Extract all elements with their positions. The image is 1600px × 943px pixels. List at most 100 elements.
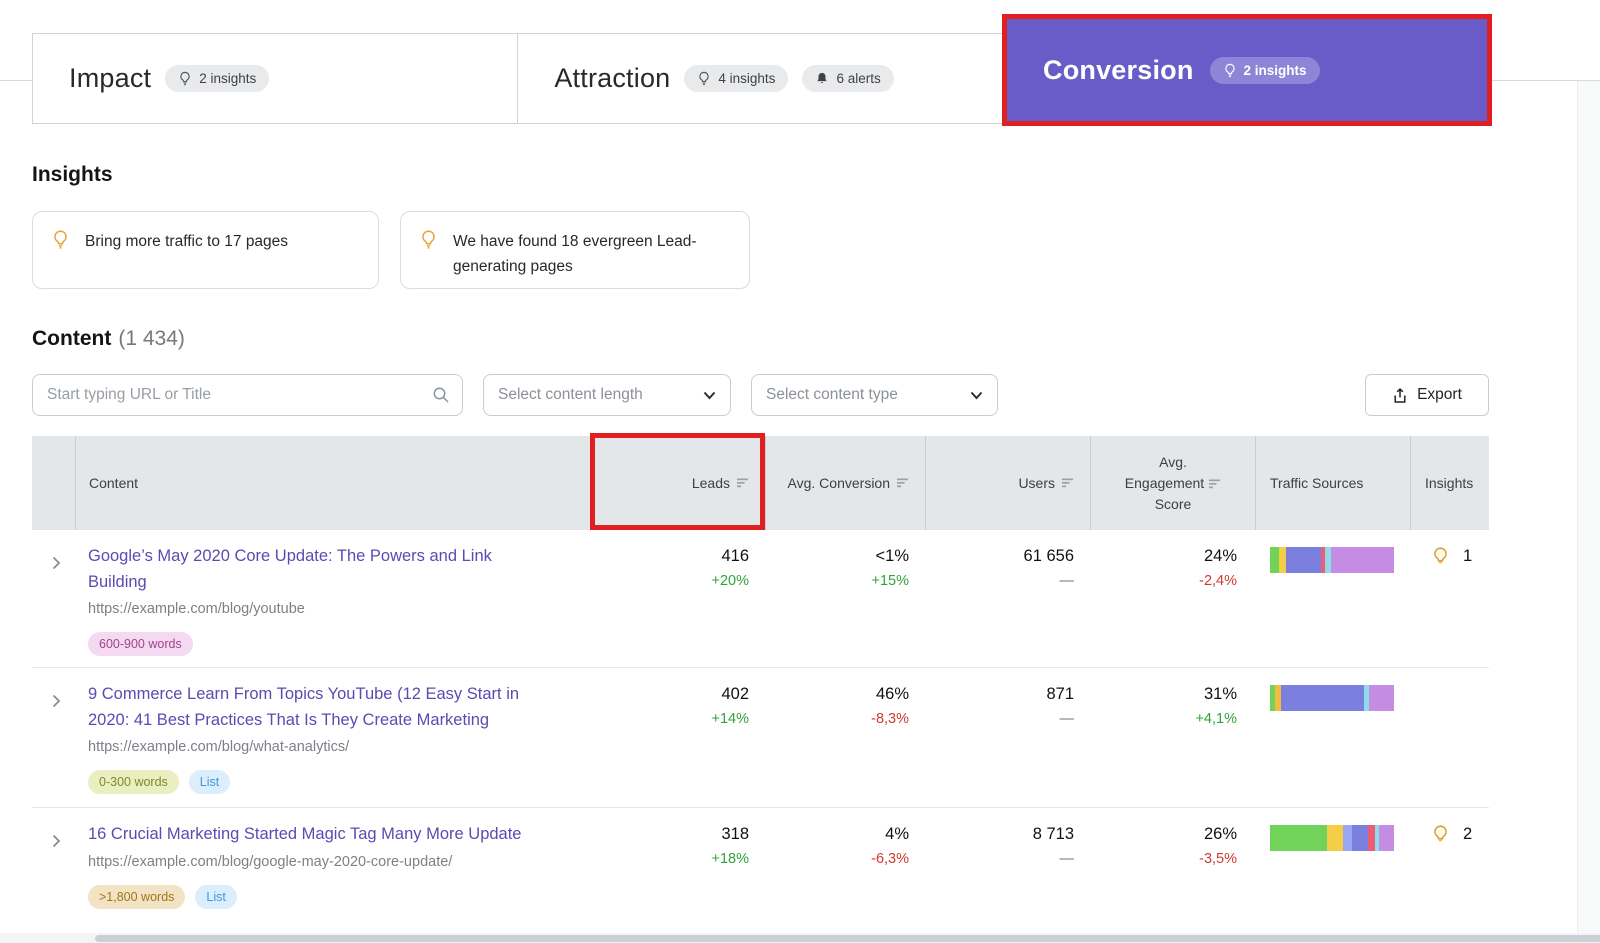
insight-card-text: Bring more traffic to 17 pages (85, 233, 289, 250)
insights-heading: Insights (32, 163, 113, 186)
leads-value: 416 (721, 547, 749, 565)
impact-insights-badge: 2 insights (165, 65, 270, 92)
table-row: 9 Commerce Learn From Topics YouTube (12… (32, 668, 1489, 808)
content-type-badge: List (188, 770, 231, 794)
users-change: — (1059, 573, 1075, 589)
avg-conversion-change: +15% (871, 573, 910, 589)
content-search (32, 374, 463, 416)
column-header-insights: Insights (1410, 436, 1489, 530)
content-count: (1 434) (118, 327, 185, 350)
engagement-change: -3,5% (1199, 851, 1237, 867)
row-expander-chevron[interactable] (44, 829, 68, 853)
traffic-sources-bar (1270, 825, 1394, 851)
traffic-sources-bar (1270, 547, 1394, 573)
content-table-body: Google’s May 2020 Core Update: The Power… (32, 530, 1489, 939)
content-title-link[interactable]: Google’s May 2020 Core Update: The Power… (88, 547, 492, 591)
table-row: Google’s May 2020 Core Update: The Power… (32, 530, 1489, 668)
content-length-select[interactable]: Select content length (483, 374, 731, 416)
avg-conversion-change: -6,3% (871, 851, 909, 867)
content-url: https://example.com/blog/youtube (88, 601, 305, 617)
word-count-badge: 0-300 words (88, 770, 179, 794)
users-value: 8 713 (1032, 825, 1074, 843)
content-title-link[interactable]: 16 Crucial Marketing Started Magic Tag M… (88, 825, 522, 843)
attraction-insights-badge: 4 insights (684, 65, 789, 92)
content-type-select[interactable]: Select content type (751, 374, 998, 416)
users-value: 871 (1046, 685, 1074, 703)
tab-impact-label: Impact (69, 63, 152, 93)
tab-attraction-label: Attraction (554, 63, 671, 93)
chevron-right-icon (52, 556, 60, 570)
tab-impact[interactable]: Impact 2 insights (33, 34, 518, 123)
content-title-link[interactable]: 9 Commerce Learn From Topics YouTube (12… (88, 685, 520, 729)
engagement-header-label: Avg. Engagement Score (1125, 452, 1221, 515)
tab-conversion-label: Conversion (1043, 54, 1194, 85)
engagement-value: 24% (1203, 547, 1237, 565)
sort-icon (1062, 478, 1073, 488)
content-type-badge: List (195, 884, 237, 909)
horizontal-scrollbar-thumb[interactable] (95, 935, 1600, 942)
avg-conversion-value: 46% (875, 685, 909, 703)
conversion-insights-badge: 2 insights (1209, 56, 1320, 84)
traffic-sources-bar (1270, 685, 1394, 711)
row-insights[interactable]: 1 (1431, 546, 1472, 567)
chevron-right-icon (52, 694, 60, 708)
sort-icon (1209, 479, 1221, 488)
export-label: Export (1417, 386, 1462, 403)
chevron-down-icon (703, 391, 716, 399)
lightbulb-icon (699, 71, 710, 86)
insight-card[interactable]: Bring more traffic to 17 pages (32, 211, 379, 289)
lightbulb-icon (54, 230, 67, 249)
word-count-badge: >1,800 words (88, 884, 186, 909)
column-header-leads[interactable]: Leads (592, 436, 765, 530)
impact-insights-count: 2 insights (199, 71, 257, 86)
lightbulb-icon (1434, 547, 1447, 564)
lightbulb-icon (1434, 825, 1447, 842)
lightbulb-icon (180, 71, 190, 86)
export-button[interactable]: Export (1365, 374, 1489, 416)
column-header-content: Content (75, 436, 592, 530)
tab-attraction[interactable]: Attraction 4 insights 6 alerts (517, 34, 1003, 123)
search-input[interactable] (47, 386, 432, 404)
leads-change: +14% (711, 711, 750, 727)
users-change: — (1059, 851, 1075, 867)
leads-change: +20% (711, 573, 750, 589)
row-expander-chevron[interactable] (44, 551, 68, 575)
tab-conversion[interactable]: Conversion 2 insights (1002, 14, 1492, 126)
row-expander-chevron[interactable] (44, 689, 68, 713)
engagement-change: -2,4% (1199, 573, 1237, 589)
column-header-avg-conversion[interactable]: Avg. Conversion (765, 436, 925, 530)
leads-change: +18% (711, 851, 750, 867)
content-length-placeholder: Select content length (498, 386, 643, 403)
horizontal-scrollbar-track (0, 933, 1600, 943)
insight-card[interactable]: We have found 18 evergreen Lead-generati… (400, 211, 750, 289)
content-heading: Content (1 434) (32, 327, 185, 351)
sort-icon (737, 478, 748, 488)
row-insights-count: 1 (1463, 547, 1473, 565)
chevron-down-icon (970, 391, 983, 399)
content-type-placeholder: Select content type (766, 386, 898, 403)
search-icon (433, 387, 449, 403)
avg-conversion-value: <1% (875, 547, 909, 565)
lightbulb-icon (1224, 63, 1235, 77)
attraction-alerts-badge: 6 alerts (802, 65, 894, 92)
row-insights-count: 2 (1463, 825, 1473, 843)
right-rail (1577, 81, 1600, 933)
avg-conversion-change: -8,3% (871, 711, 909, 727)
leads-header-label: Leads (691, 475, 730, 491)
content-url: https://example.com/blog/what-analytics/ (88, 739, 350, 755)
column-header-engagement[interactable]: Avg. Engagement Score (1090, 436, 1255, 530)
conversion-insights-count: 2 insights (1243, 62, 1307, 78)
insight-card-text: We have found 18 evergreen Lead-generati… (453, 233, 697, 275)
content-url: https://example.com/blog/google-may-2020… (88, 853, 453, 870)
avg-conversion-value: 4% (885, 825, 909, 843)
table-row: 16 Crucial Marketing Started Magic Tag M… (32, 808, 1489, 939)
attraction-alerts-count: 6 alerts (836, 71, 881, 86)
export-icon (1394, 387, 1406, 403)
content-heading-label: Content (32, 327, 112, 350)
users-change: — (1059, 711, 1075, 727)
sort-icon (897, 478, 908, 488)
avg-conversion-header-label: Avg. Conversion (787, 475, 890, 491)
row-insights[interactable]: 2 (1431, 824, 1472, 845)
column-header-users[interactable]: Users (925, 436, 1090, 530)
